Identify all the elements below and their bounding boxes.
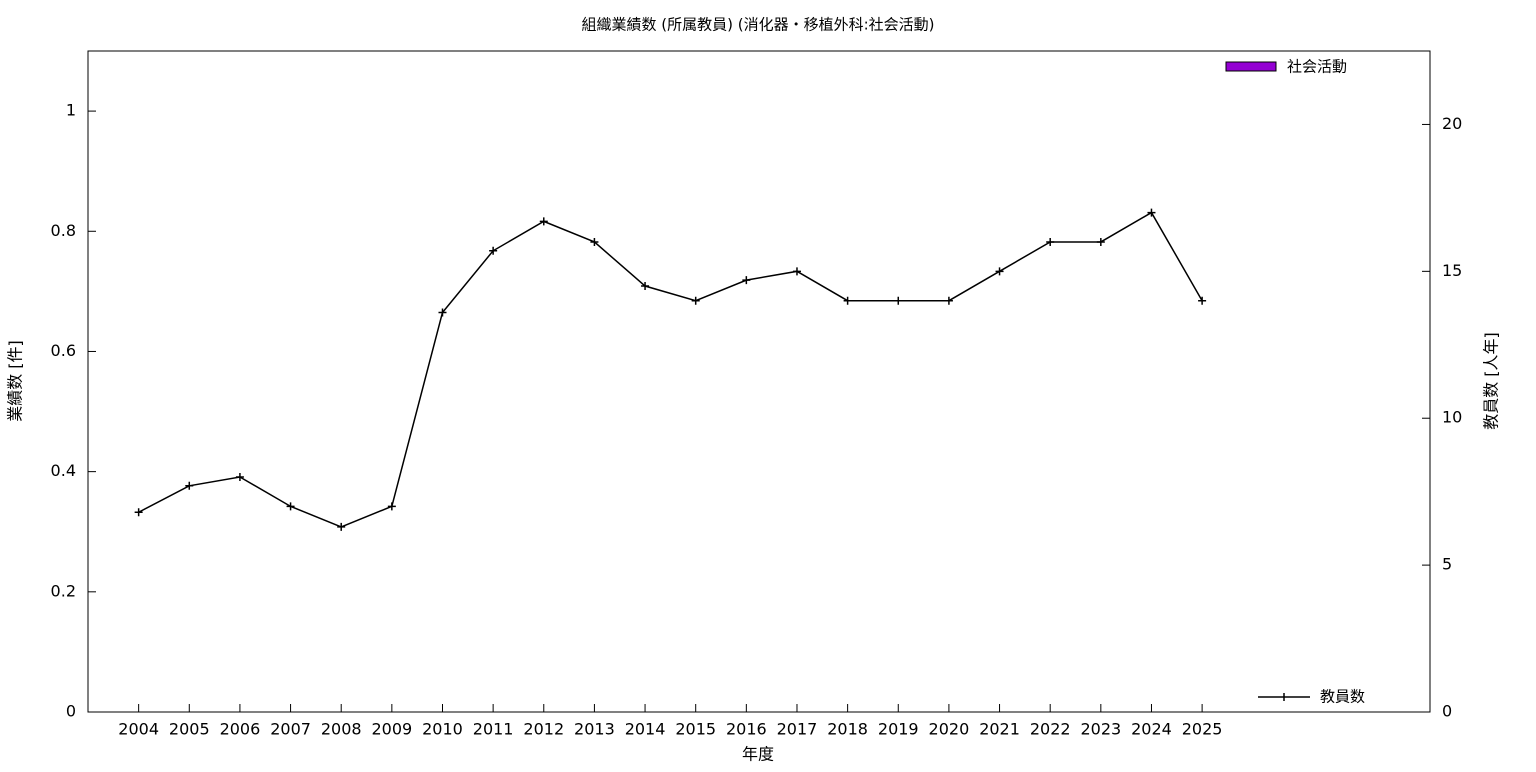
x-tick-label: 2016 [726,720,767,739]
x-tick-label: 2004 [118,720,159,739]
legend-swatch [1258,693,1310,701]
point [337,522,346,531]
y-tick-label: 0 [66,702,76,721]
y2-tick-label: 15 [1442,261,1462,280]
x-tick-label: 2009 [371,720,412,739]
x-tick-label: 2025 [1182,720,1223,739]
x-tick-label: 2007 [270,720,311,739]
point [792,267,801,276]
x-tick-label: 2022 [1030,720,1071,739]
x-tick-label: 2010 [422,720,463,739]
legend-label: 社会活動 [1287,58,1347,76]
x-tick-label: 2012 [523,720,564,739]
point [185,481,194,490]
point [489,246,498,255]
point [641,282,650,291]
x-tick-label: 2019 [878,720,919,739]
point [235,472,244,481]
point [590,237,599,246]
x-tick-label: 2008 [321,720,362,739]
y2-tick-label: 20 [1442,114,1462,133]
point [1198,296,1207,305]
x-tick-label: 2024 [1131,720,1172,739]
x-tick-label: 2013 [574,720,615,739]
point [286,502,295,511]
y2-tick-label: 0 [1442,702,1452,721]
point [742,276,751,285]
line [138,211,1203,528]
point [843,296,852,305]
y-tick-label: 0.8 [51,221,76,240]
x-tick-label: 2018 [827,720,868,739]
x-tick-label: 2014 [625,720,666,739]
x-tick-label: 2005 [169,720,210,739]
y-axis-label: 業績数 [件] [6,340,25,422]
x-tick-label: 2017 [777,720,818,739]
legend-swatch [1225,61,1277,72]
point [1046,237,1055,246]
point [1147,208,1156,217]
point [691,296,700,305]
x-tick-label: 2006 [220,720,261,739]
point [134,508,143,517]
point [539,217,548,226]
y-tick-label: 1 [66,101,76,120]
y-tick-label: 0.4 [51,461,76,480]
point [438,308,447,317]
y-tick-label: 0.2 [51,581,76,600]
legend-label: 教員数 [1320,688,1365,706]
plot-frame [87,50,1431,713]
point [995,267,1004,276]
y2-axis-label: 教員数 [人年] [1482,332,1501,430]
x-tick-label: 2011 [473,720,514,739]
point [894,296,903,305]
y2-tick-label: 10 [1442,408,1462,427]
x-tick-label: 2021 [979,720,1020,739]
chart-title: 組織業績数 (所属教員) (消化器・移植外科:社会活動) [581,16,934,34]
y-tick-label: 0.6 [51,341,76,360]
x-axis-label: 年度 [742,745,774,764]
point [387,502,396,511]
x-tick-label: 2015 [675,720,716,739]
y2-tick-label: 5 [1442,555,1452,574]
x-tick-label: 2020 [929,720,970,739]
x-tick-label: 2023 [1080,720,1121,739]
point [944,296,953,305]
point [1096,237,1105,246]
